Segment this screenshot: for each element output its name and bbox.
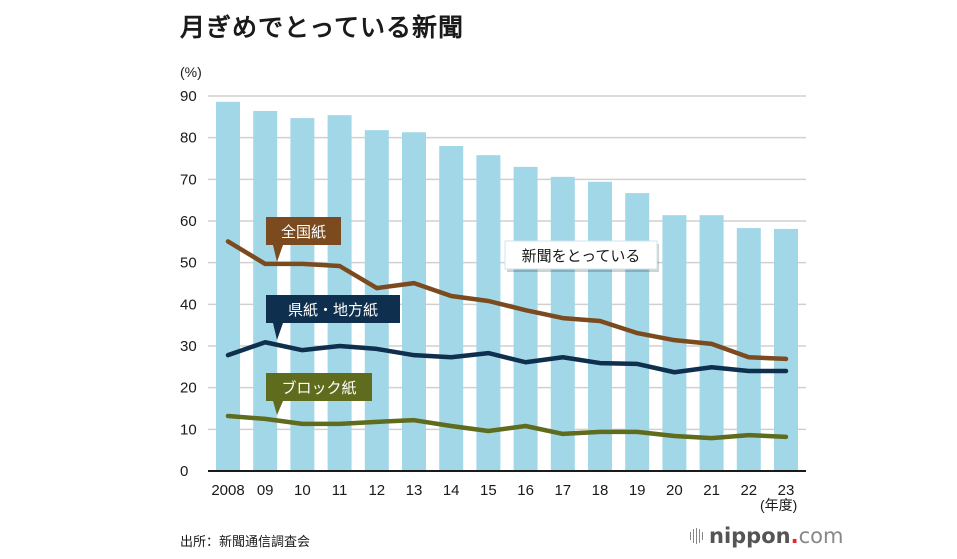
x-tick-label: 13 <box>406 482 423 499</box>
y-tick-label: 30 <box>180 338 197 355</box>
x-tick-label: 10 <box>294 482 311 499</box>
bar <box>290 118 315 471</box>
bar <box>253 111 278 471</box>
y-tick-label: 80 <box>180 130 197 147</box>
x-tick-label: 11 <box>332 482 348 499</box>
y-tick-label: 70 <box>180 171 197 188</box>
y-tick-label: 10 <box>180 421 197 438</box>
chart-title: 月ぎめでとっている新聞 <box>180 13 465 42</box>
x-tick-label: 16 <box>517 482 534 499</box>
x-tick-label: 22 <box>740 482 757 499</box>
series-label-text: 全国紙 <box>281 223 326 241</box>
y-tick-label: 0 <box>180 463 188 480</box>
x-axis-unit: (年度) <box>760 497 797 513</box>
y-tick-label: 50 <box>180 255 197 272</box>
bar <box>513 166 538 472</box>
bar <box>402 132 426 471</box>
x-tick-label: 21 <box>703 482 720 499</box>
bar <box>476 155 501 471</box>
x-tick-label: 2008 <box>211 482 244 499</box>
bar <box>216 101 240 471</box>
x-tick-label: 14 <box>443 482 460 499</box>
y-tick-label: 90 <box>180 88 197 105</box>
bar <box>588 181 612 472</box>
nippon-logo: nippon. com <box>690 524 843 548</box>
source-note: 出所：新聞通信調査会 <box>180 535 311 550</box>
x-tick-label: 23 <box>778 482 795 499</box>
series-label: 県紙・地方紙 <box>266 295 400 340</box>
bar <box>736 228 761 471</box>
lines <box>225 239 789 441</box>
x-tick-label: 19 <box>629 482 646 499</box>
line-series <box>225 413 789 441</box>
bar <box>550 176 575 472</box>
series-label-text: 新聞をとっている <box>522 247 641 265</box>
y-tick-label: 20 <box>180 380 197 397</box>
bar <box>439 146 464 471</box>
x-axis: 2008 09 10 11 12 13 14 15 16 17 18 19 20 21 22 23 <box>208 470 806 499</box>
series-label: 新聞をとっている <box>504 240 659 272</box>
y-axis: 0 10 20 30 40 50 60 70 80 90 <box>180 88 197 480</box>
y-tick-label: 60 <box>180 213 197 230</box>
series-label-text: ブロック紙 <box>281 379 356 397</box>
logo-tld: com <box>798 524 844 548</box>
bars <box>216 101 798 472</box>
series-label: ブロック紙 <box>266 373 372 415</box>
logo-mark-icon <box>690 528 703 544</box>
y-axis-unit: (%) <box>180 64 202 80</box>
bar <box>327 115 352 472</box>
x-tick-label: 15 <box>480 482 497 499</box>
series-label-text: 県紙・地方紙 <box>288 301 378 319</box>
x-tick-label: 18 <box>592 482 609 499</box>
line-series <box>225 340 789 375</box>
x-tick-label: 17 <box>554 482 571 499</box>
x-tick-label: 12 <box>368 482 385 499</box>
series-label: 全国紙 <box>266 217 341 262</box>
line-series <box>225 239 789 362</box>
logo-dot: . <box>790 524 799 548</box>
x-tick-label: 09 <box>257 482 274 499</box>
logo-name: nippon <box>709 524 791 548</box>
x-tick-label: 20 <box>666 482 683 499</box>
y-tick-label: 40 <box>180 296 197 313</box>
bar <box>774 228 798 471</box>
